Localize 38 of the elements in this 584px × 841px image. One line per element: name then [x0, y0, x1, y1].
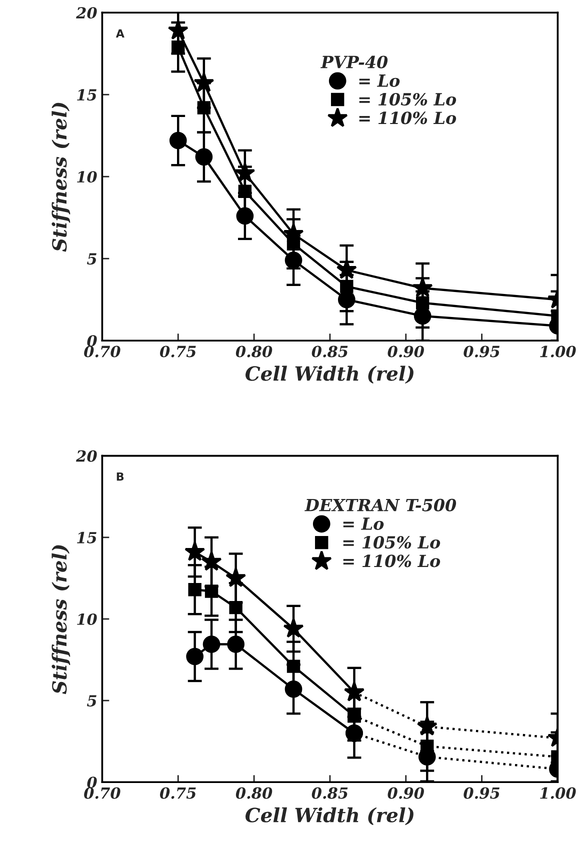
y-tick-label: 10: [77, 171, 97, 183]
legend-label: = 105% Lo: [359, 92, 456, 106]
x-tick-label: 0.80: [236, 787, 272, 799]
x-axis-title: Cell Width (rel): [246, 366, 414, 384]
x-tick-label: 0.95: [464, 346, 500, 358]
x-tick-label: 0.70: [84, 346, 120, 358]
legend-label: = 110% Lo: [343, 554, 440, 568]
x-tick-label: 0.95: [464, 787, 500, 799]
x-tick-label: 0.75: [160, 787, 196, 799]
x-tick-label: 0.75: [160, 346, 196, 358]
y-tick-label: 15: [77, 532, 96, 544]
legend-title: PVP-40: [320, 56, 388, 68]
x-tick-label: 0.70: [84, 787, 120, 799]
y-tick-label: 0: [87, 776, 97, 788]
x-tick-label: 0.85: [312, 787, 348, 799]
x-tick-label: 0.90: [388, 787, 424, 799]
y-axis-title: Stiffness (rel): [52, 102, 70, 252]
legend-label: = 110% Lo: [359, 112, 456, 124]
annotation: A: [116, 29, 124, 38]
legend-title: DEXTRAN T-500: [304, 498, 456, 512]
x-axis-title: Cell Width (rel): [246, 807, 414, 826]
y-tick-label: 20: [76, 450, 97, 462]
x-tick-label: 1.00: [540, 787, 576, 799]
x-tick-label: 0.85: [312, 346, 348, 358]
y-axis-title: Stiffness (rel): [52, 545, 70, 694]
y-tick-label: 5: [86, 253, 96, 265]
y-tick-label: 15: [77, 89, 96, 101]
y-tick-label: 20: [76, 7, 97, 19]
legend-label: = 105% Lo: [343, 536, 440, 549]
y-tick-label: 0: [87, 335, 97, 347]
x-tick-label: 0.80: [236, 346, 272, 358]
x-tick-label: 1.00: [540, 346, 576, 358]
x-tick-label: 0.90: [388, 346, 424, 358]
legend-label: = Lo: [343, 518, 384, 530]
legend-label: = Lo: [359, 74, 400, 87]
annotation: B: [116, 472, 124, 481]
y-tick-label: 10: [77, 613, 97, 625]
y-tick-label: 5: [86, 695, 96, 707]
